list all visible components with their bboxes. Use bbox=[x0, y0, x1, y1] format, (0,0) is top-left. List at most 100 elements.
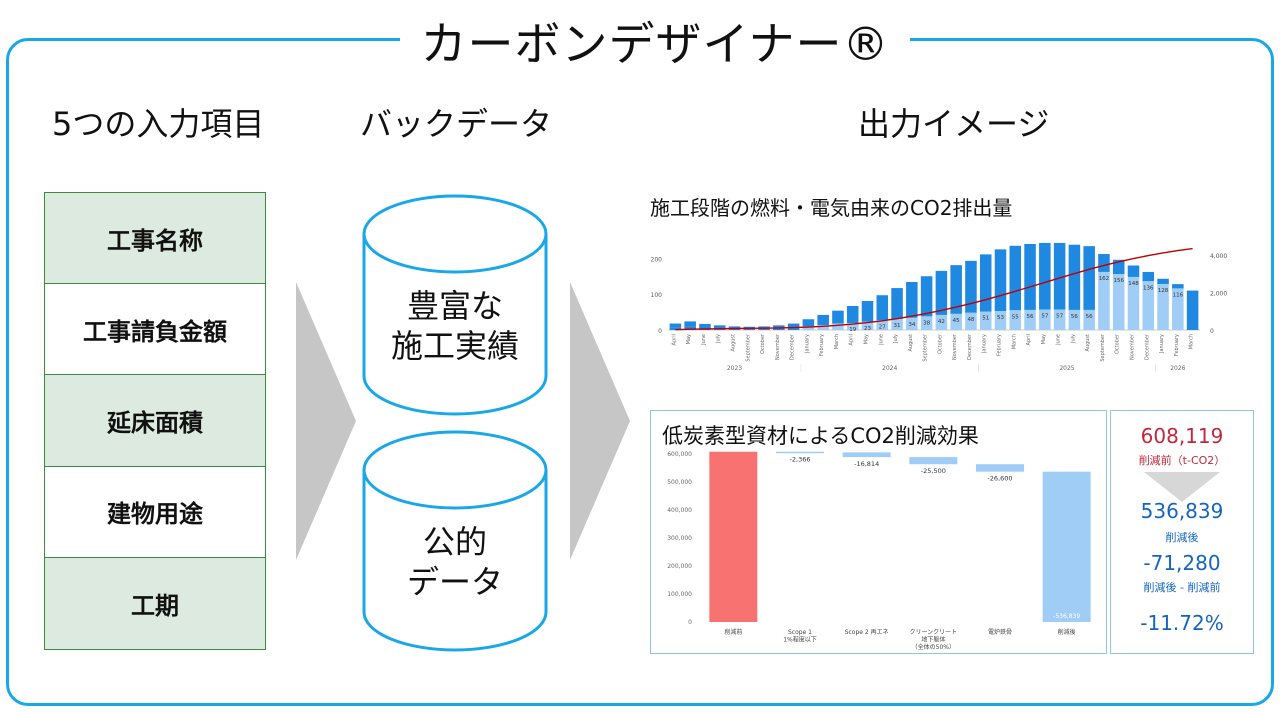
category-label: 削減後 bbox=[1058, 628, 1076, 636]
y-tick: 0 bbox=[688, 619, 692, 626]
category-label: November bbox=[1130, 333, 1136, 360]
category-label: May bbox=[686, 334, 692, 344]
category-label: June bbox=[701, 334, 707, 346]
category-label: October bbox=[937, 333, 943, 354]
category-label: March bbox=[834, 334, 840, 349]
bar-light bbox=[832, 323, 844, 330]
bar-dark bbox=[876, 295, 889, 321]
bar-light bbox=[1009, 310, 1022, 330]
bar-light bbox=[802, 326, 815, 330]
bar-dark bbox=[1083, 246, 1095, 310]
bar-label: 56 bbox=[1086, 314, 1093, 320]
bar-dark bbox=[1112, 259, 1125, 275]
bar-light bbox=[906, 317, 918, 330]
bar-dark bbox=[1098, 254, 1110, 272]
cumulative-line bbox=[675, 247, 1193, 331]
bar-light bbox=[1172, 288, 1184, 330]
bar-label: 116 bbox=[1173, 292, 1184, 298]
backdata-heading: バックデータ bbox=[360, 105, 553, 143]
waterfall-bar bbox=[909, 457, 958, 465]
input-item: 工事請負金額 bbox=[45, 284, 265, 376]
bar-label: 38 bbox=[923, 320, 930, 326]
bar-light bbox=[1112, 274, 1125, 330]
percent-value: -11.72% bbox=[1140, 611, 1224, 635]
bar-light bbox=[891, 318, 903, 330]
category-label: July bbox=[893, 334, 899, 344]
category-label: July bbox=[716, 334, 722, 344]
bar-label: 148 bbox=[1128, 281, 1139, 287]
bar-dark bbox=[846, 305, 859, 324]
bar-light bbox=[920, 316, 933, 330]
y-tick: 200,000 bbox=[667, 563, 692, 570]
bar-light bbox=[728, 328, 741, 330]
bar-dark bbox=[935, 270, 948, 315]
bar-dark bbox=[1186, 290, 1199, 330]
category-label: December bbox=[790, 333, 796, 360]
bar-light bbox=[743, 328, 756, 330]
bar-label: 56 bbox=[1027, 314, 1034, 320]
bar-label: 48 bbox=[967, 317, 974, 323]
category-label: August bbox=[908, 334, 914, 352]
category-label: February bbox=[819, 334, 825, 356]
category-label: September bbox=[745, 333, 751, 362]
category-label: クリーンクリート bbox=[909, 629, 957, 636]
waterfall-bar bbox=[776, 451, 824, 454]
category-label: 地下躯体 bbox=[921, 636, 945, 644]
bar-light bbox=[846, 323, 859, 330]
category-label: January bbox=[1159, 334, 1165, 354]
db2-line2: データ bbox=[406, 563, 503, 601]
bar-light bbox=[1053, 309, 1066, 330]
category-label: 1%程度以下 bbox=[783, 636, 817, 644]
category-label: June bbox=[1056, 334, 1062, 346]
category-label: June bbox=[878, 334, 884, 346]
bar-light bbox=[1142, 281, 1155, 330]
bar-light bbox=[935, 314, 948, 330]
bar-dark bbox=[1039, 242, 1051, 310]
bar-label: 56 bbox=[1071, 314, 1078, 320]
bar-light bbox=[965, 312, 977, 330]
bar-label: 156 bbox=[1113, 278, 1124, 284]
db2-line1: 公的 bbox=[422, 523, 487, 561]
bar-label: 34 bbox=[908, 322, 915, 328]
category-label: October bbox=[760, 333, 766, 354]
after-value: 536,839 bbox=[1140, 499, 1224, 523]
bar-label: 136 bbox=[1143, 285, 1154, 291]
bar-label: 27 bbox=[879, 324, 886, 330]
category-label: November bbox=[952, 333, 958, 360]
bar-dark bbox=[1142, 271, 1155, 282]
y-tick-right: 2,000 bbox=[1210, 291, 1227, 298]
y-tick: 300,000 bbox=[667, 535, 692, 542]
bar-light bbox=[1127, 276, 1140, 330]
bar-label: -2,366 bbox=[790, 455, 811, 463]
bar-dark bbox=[713, 325, 726, 329]
category-label: December bbox=[1144, 333, 1150, 360]
bar-light bbox=[979, 311, 992, 330]
waterfall-chart-title: 低炭素型資材によるCO2削減効果 bbox=[662, 424, 979, 448]
diff-value: -71,280 bbox=[1143, 551, 1221, 575]
category-label: April bbox=[671, 334, 677, 345]
bar-light bbox=[1039, 309, 1051, 330]
category-label: 電炉鉄骨 bbox=[988, 628, 1012, 636]
input-item: 建物用途 bbox=[45, 467, 265, 558]
waterfall-bar bbox=[709, 451, 758, 622]
bar-label: 57 bbox=[1041, 314, 1048, 320]
bar-dark bbox=[920, 276, 933, 317]
waterfall-panel bbox=[650, 410, 1107, 654]
category-label: September bbox=[923, 333, 929, 362]
output-heading: 出力イメージ bbox=[858, 105, 1050, 143]
year-label: 2023 bbox=[727, 365, 742, 372]
down-arrow-icon bbox=[1144, 472, 1220, 502]
bar-dark bbox=[1068, 244, 1081, 310]
waterfall-chart: 600,000 500,000 400,000 300,000 200,000 100,0… bbox=[667, 451, 1091, 651]
bar-dark bbox=[1024, 244, 1036, 310]
bar-light bbox=[1098, 271, 1110, 330]
after-label: 削減後 bbox=[1165, 531, 1199, 544]
input-item: 工事名称 bbox=[45, 193, 265, 285]
bar-dark bbox=[891, 288, 903, 319]
waterfall-bar bbox=[976, 464, 1024, 472]
category-label: October bbox=[1115, 333, 1121, 354]
category-label: May bbox=[1041, 334, 1047, 344]
category-label: Scope 2 再エネ bbox=[845, 629, 889, 636]
category-label: April bbox=[1026, 334, 1032, 345]
bar-light bbox=[787, 327, 800, 330]
